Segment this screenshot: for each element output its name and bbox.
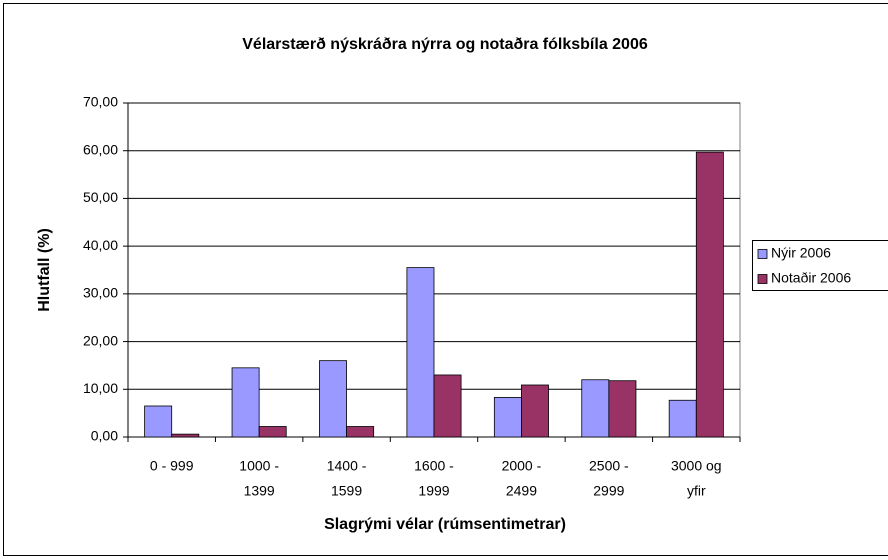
x-tick-label: 1399 bbox=[244, 483, 275, 499]
x-tick-label: 2999 bbox=[593, 483, 624, 499]
y-tick-label: 20,00 bbox=[83, 332, 118, 348]
x-axis-label: Slagrými vélar (rúmsentimetrar) bbox=[324, 516, 566, 533]
y-tick-label: 40,00 bbox=[83, 237, 118, 253]
bar bbox=[171, 433, 200, 438]
bar bbox=[668, 399, 697, 438]
bar bbox=[608, 380, 637, 438]
bar bbox=[433, 374, 462, 438]
bar bbox=[406, 267, 435, 438]
legend-label: Notaðir 2006 bbox=[771, 270, 851, 286]
y-tick-label: 0,00 bbox=[91, 428, 118, 444]
x-tick-label: 1599 bbox=[331, 483, 362, 499]
bar bbox=[319, 360, 347, 438]
bar bbox=[258, 426, 287, 438]
x-tick-label: 1600 - bbox=[414, 458, 454, 474]
legend-swatch bbox=[757, 249, 768, 259]
y-tick-label: 70,00 bbox=[83, 94, 118, 110]
x-tick-label: yfir bbox=[687, 483, 706, 499]
bar bbox=[695, 151, 724, 438]
x-tick-label: 2499 bbox=[506, 483, 537, 499]
legend-swatch bbox=[757, 274, 768, 284]
x-tick-label: 1999 bbox=[418, 483, 449, 499]
y-tick-label: 50,00 bbox=[83, 189, 118, 205]
bar bbox=[346, 426, 375, 438]
bar bbox=[581, 379, 610, 438]
y-axis-label: Hlutfall (%) bbox=[36, 228, 53, 312]
bar bbox=[144, 405, 173, 438]
chart-title: Vélarstærð nýskráðra nýrra og notaðra fó… bbox=[242, 36, 648, 53]
x-tick-label: 1000 - bbox=[239, 458, 279, 474]
x-tick-label: 3000 og bbox=[671, 458, 722, 474]
x-tick-label: 2500 - bbox=[589, 458, 629, 474]
legend-label: Nýir 2006 bbox=[771, 245, 831, 261]
y-tick-label: 30,00 bbox=[83, 285, 118, 301]
bar bbox=[521, 384, 549, 438]
x-tick-label: 2000 - bbox=[502, 458, 542, 474]
x-tick-label: 0 - 999 bbox=[150, 458, 194, 474]
legend bbox=[752, 240, 888, 291]
y-tick-label: 10,00 bbox=[83, 380, 118, 396]
y-tick-label: 60,00 bbox=[83, 141, 118, 157]
x-tick-label: 1400 - bbox=[327, 458, 367, 474]
bar bbox=[493, 396, 522, 438]
bar bbox=[231, 367, 260, 438]
